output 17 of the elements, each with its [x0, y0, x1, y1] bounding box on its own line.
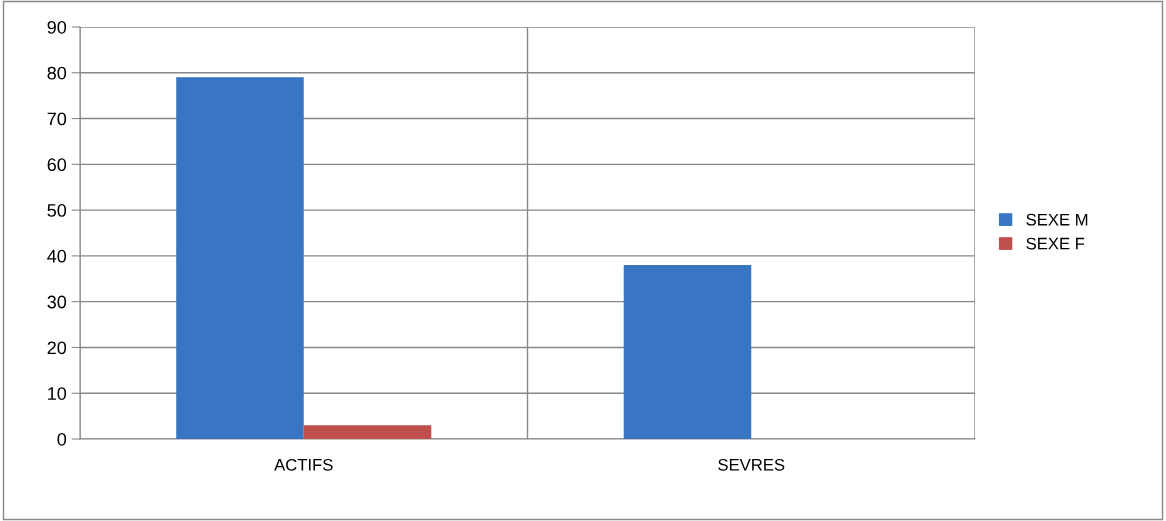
- legend-label: SEXE M: [1026, 213, 1088, 226]
- bar: [623, 265, 752, 439]
- y-tick-label: 20: [47, 341, 67, 355]
- y-tick-label: 0: [57, 432, 67, 446]
- y-tick-label: 80: [47, 66, 67, 80]
- legend-label: SEXE F: [1026, 237, 1085, 250]
- y-tick-label: 10: [48, 387, 67, 400]
- x-tick-label: SEVRES: [718, 458, 785, 471]
- y-tick-label: 40: [47, 249, 67, 263]
- bar: [303, 425, 432, 439]
- y-tick-label: 90: [47, 20, 67, 34]
- x-tick-label: ACTIFS: [274, 458, 333, 471]
- y-tick-label: 60: [47, 158, 67, 172]
- y-tick-label: 70: [47, 112, 67, 126]
- y-tick-label: 50: [47, 204, 67, 217]
- y-tick-label: 30: [47, 295, 67, 309]
- bar: [176, 77, 304, 439]
